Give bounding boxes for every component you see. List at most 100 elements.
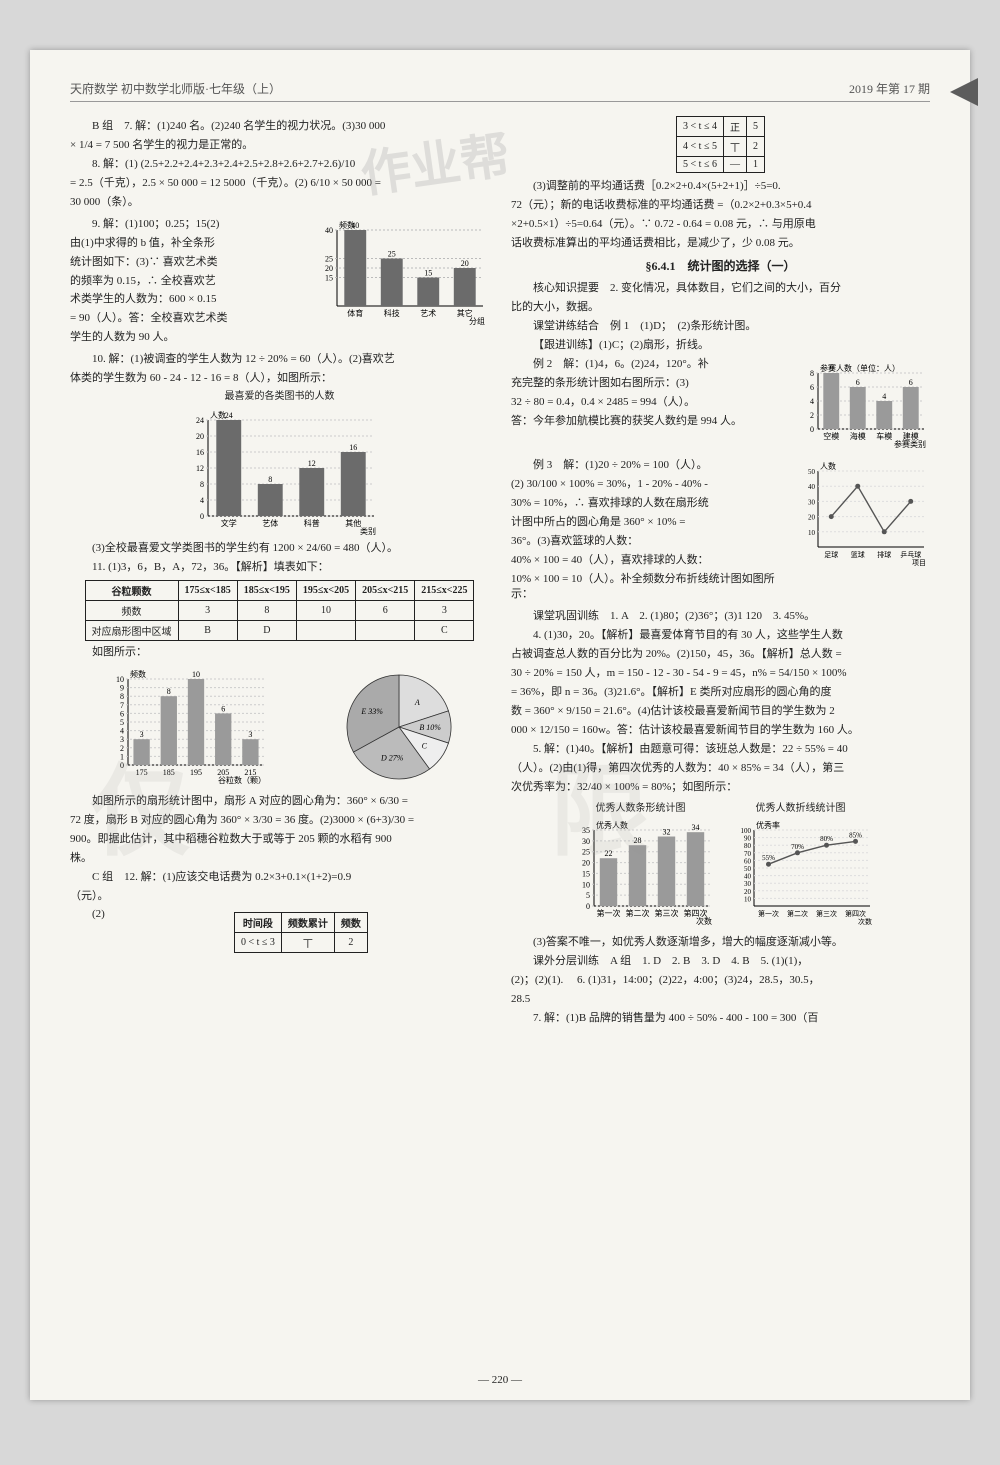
- svg-text:32: 32: [662, 827, 670, 836]
- svg-text:C: C: [422, 742, 428, 751]
- svg-text:8: 8: [200, 480, 204, 489]
- svg-text:25: 25: [582, 847, 590, 856]
- text: B 组 7. 解：(1)240 名。(2)240 名学生的视力状况。(3)30 …: [70, 119, 489, 135]
- svg-text:4: 4: [882, 392, 886, 401]
- svg-text:70: 70: [744, 850, 752, 858]
- text: C 组 12. 解：(1)应该交电话费为 0.2×3+0.1×(1+2)=0.9: [70, 870, 489, 886]
- line-chart-q5: 102030405060708090100第一次55%第二次70%第三次80%第…: [726, 818, 876, 928]
- svg-text:0: 0: [200, 512, 204, 521]
- svg-text:80%: 80%: [820, 835, 833, 843]
- svg-text:2: 2: [810, 411, 814, 420]
- svg-text:100: 100: [740, 827, 751, 835]
- text: 课外分层训练 A 组 1. D 2. B 3. D 4. B 5. (1)(1)…: [511, 954, 930, 970]
- chart-title: 优秀人数条形统计图: [566, 799, 716, 814]
- svg-text:3: 3: [139, 731, 143, 740]
- svg-text:8: 8: [120, 693, 124, 702]
- table-q11: 谷粒颗数175≤x<185185≤x<195195≤x<205205≤x<215…: [85, 580, 475, 641]
- text: 30 000（条）。: [70, 195, 489, 211]
- svg-text:16: 16: [349, 443, 357, 452]
- pie-chart-q11: AB 10%CD 27%E 33%: [339, 667, 459, 787]
- text: 5. 解：(1)40。【解析】由题意可得：该班总人数是：22 ÷ 55% = 4…: [511, 742, 930, 758]
- text: 4. (1)30，20。【解析】最喜爱体育节目的有 30 人，这些学生人数: [511, 628, 930, 644]
- svg-text:70%: 70%: [791, 843, 804, 851]
- svg-text:0: 0: [120, 761, 124, 770]
- text: 28.5: [511, 992, 930, 1008]
- svg-text:20: 20: [744, 888, 752, 896]
- svg-text:项目: 项目: [912, 559, 926, 567]
- svg-text:6: 6: [909, 378, 913, 387]
- page-header: 天府数学 初中数学北师版·七年级（上） 2019 年第 17 期: [70, 80, 930, 102]
- svg-text:35: 35: [582, 826, 590, 835]
- svg-text:3: 3: [120, 736, 124, 745]
- svg-text:科技: 科技: [384, 308, 400, 318]
- svg-text:40: 40: [808, 483, 816, 491]
- text: 核心知识提要 2. 变化情况，具体数目，它们之间的大小，百分: [511, 281, 930, 297]
- svg-text:分组: 分组: [469, 316, 485, 326]
- text: （人）。(2)由(1)得，第四次优秀的人数为：40 × 85% = 34（人），…: [511, 761, 930, 777]
- svg-text:34: 34: [691, 823, 699, 832]
- svg-text:其他: 其他: [345, 518, 361, 528]
- chart-title: 最喜爱的各类图书的人数: [70, 390, 489, 405]
- text: (2)；(2)(1). 6. (1)31，14:00；(2)22，4:00；(3…: [511, 973, 930, 989]
- text: 72（元）；新的电话收费标准的平均通话费 =（0.2×2+0.3×5+0.4: [511, 198, 930, 214]
- svg-text:D 27%: D 27%: [380, 754, 404, 763]
- text: 话收费标准算出的平均通话费相比，是减少了，少 0.08 元。: [511, 236, 930, 252]
- svg-text:15: 15: [582, 869, 590, 878]
- text: × 1/4 = 7 500 名学生的视力是正常的。: [70, 138, 489, 154]
- svg-text:第二次: 第二次: [625, 908, 649, 918]
- svg-text:文学: 文学: [220, 518, 236, 528]
- svg-text:频数: 频数: [339, 220, 355, 230]
- text: 10% × 100 = 10（人）。补全频数分布折线统计图如图所示：: [511, 572, 930, 604]
- svg-text:A: A: [414, 698, 420, 707]
- svg-text:10: 10: [808, 529, 816, 537]
- svg-text:体育: 体育: [347, 308, 363, 318]
- svg-text:4: 4: [200, 496, 204, 505]
- text: 11. (1)3，6，B，A，72，36。【解析】填表如下：: [70, 560, 489, 576]
- svg-text:50: 50: [744, 865, 752, 873]
- left-column: B 组 7. 解：(1)240 名。(2)240 名学生的视力状况。(3)30 …: [70, 116, 489, 1029]
- svg-text:20: 20: [461, 259, 469, 268]
- right-column: 3 < t ≤ 4正54 < t ≤ 5丅25 < t ≤ 6—1 (3)调整前…: [511, 116, 930, 1029]
- text: 次优秀率为：32/40 × 100% = 80%；如图所示：: [511, 780, 930, 796]
- text: 课堂巩固训练 1. A 2. (1)80；(2)36°；(3)1 120 3. …: [511, 609, 930, 625]
- svg-text:第二次: 第二次: [787, 909, 808, 918]
- header-left: 天府数学 初中数学北师版·七年级（上）: [70, 80, 281, 97]
- svg-text:4: 4: [810, 397, 814, 406]
- text: 7. 解：(1)B 品牌的销售量为 400 ÷ 50% - 400 - 100 …: [511, 1011, 930, 1027]
- svg-text:第三次: 第三次: [816, 909, 837, 918]
- text: 的频率为 0.15，∴ 全校喜欢艺: [70, 274, 301, 290]
- text: 株。: [70, 851, 489, 867]
- svg-text:30: 30: [744, 880, 752, 888]
- svg-text:15: 15: [325, 273, 333, 282]
- text: 术类学生的人数为：600 × 0.15: [70, 292, 301, 308]
- corner-badge-icon: [950, 78, 978, 106]
- text: 体类的学生数为 60 - 24 - 12 - 16 = 8（人），如图所示：: [70, 371, 489, 387]
- svg-text:5: 5: [120, 718, 124, 727]
- svg-text:10: 10: [116, 675, 124, 684]
- svg-text:0: 0: [810, 425, 814, 434]
- section-title: §6.4.1 统计图的选择（一）: [511, 258, 930, 275]
- table-q12: 时间段频数累计频数0 < t ≤ 3丅2: [234, 912, 368, 953]
- text: = 2.5（千克），2.5 × 50 000 = 12 5000（千克）。(2)…: [70, 176, 489, 192]
- svg-text:10: 10: [192, 670, 200, 679]
- svg-text:185: 185: [163, 768, 175, 777]
- svg-text:25: 25: [388, 249, 396, 258]
- svg-text:7: 7: [120, 701, 124, 710]
- svg-text:人数: 人数: [820, 461, 836, 471]
- text: 30 ÷ 20% = 150 人，m = 150 - 12 - 30 - 54 …: [511, 666, 930, 682]
- svg-text:谷粒数（颗）: 谷粒数（颗）: [218, 775, 266, 785]
- svg-text:195: 195: [190, 768, 202, 777]
- page: 天府数学 初中数学北师版·七年级（上） 2019 年第 17 期 作业帮 仅 限…: [30, 50, 970, 1400]
- bar-chart-ex2: 024688空模6海模4车模6建模参赛人数（单位：人）参赛类别: [790, 361, 930, 451]
- svg-text:4: 4: [120, 727, 124, 736]
- svg-text:车模: 车模: [876, 431, 892, 441]
- text: 9. 解：(1)100；0.25；15(2): [70, 217, 301, 233]
- svg-text:第一次: 第一次: [596, 908, 620, 918]
- text: 占被调查总人数的百分比为 20%。(2)150，45，36。【解析】总人数 =: [511, 647, 930, 663]
- svg-text:篮球: 篮球: [851, 550, 865, 559]
- svg-text:40: 40: [744, 872, 752, 880]
- text: 学生的人数为 90 人。: [70, 330, 301, 346]
- text: 【跟进训练】(1)C；(2)扇形，折线。: [511, 338, 930, 354]
- svg-text:12: 12: [307, 459, 315, 468]
- text: (3)调整前的平均通话费［0.2×2+0.4×(5+2+1)］÷5=0.: [511, 179, 930, 195]
